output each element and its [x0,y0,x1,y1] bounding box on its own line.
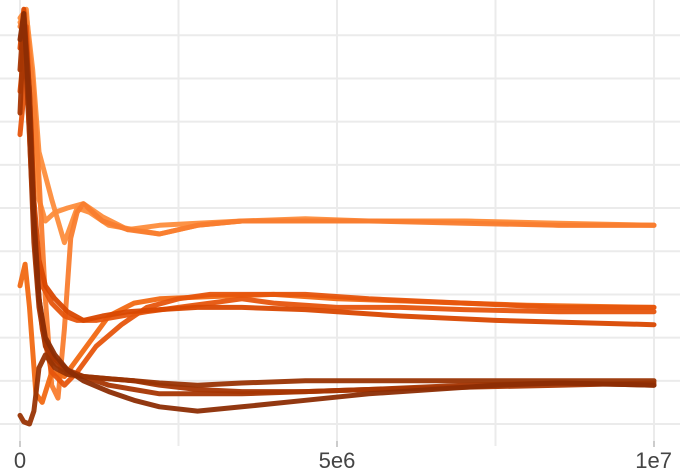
x-tick-label: 1e7 [635,448,672,472]
x-tick-labels: 0 5e6 1e7 [14,441,672,472]
x-tick-label: 0 [14,448,26,472]
series-layer [17,6,657,427]
series-line-10 [17,352,657,427]
x-tick-label: 5e6 [319,448,356,472]
series-line-3 [17,11,657,401]
series-line-11 [17,11,657,414]
